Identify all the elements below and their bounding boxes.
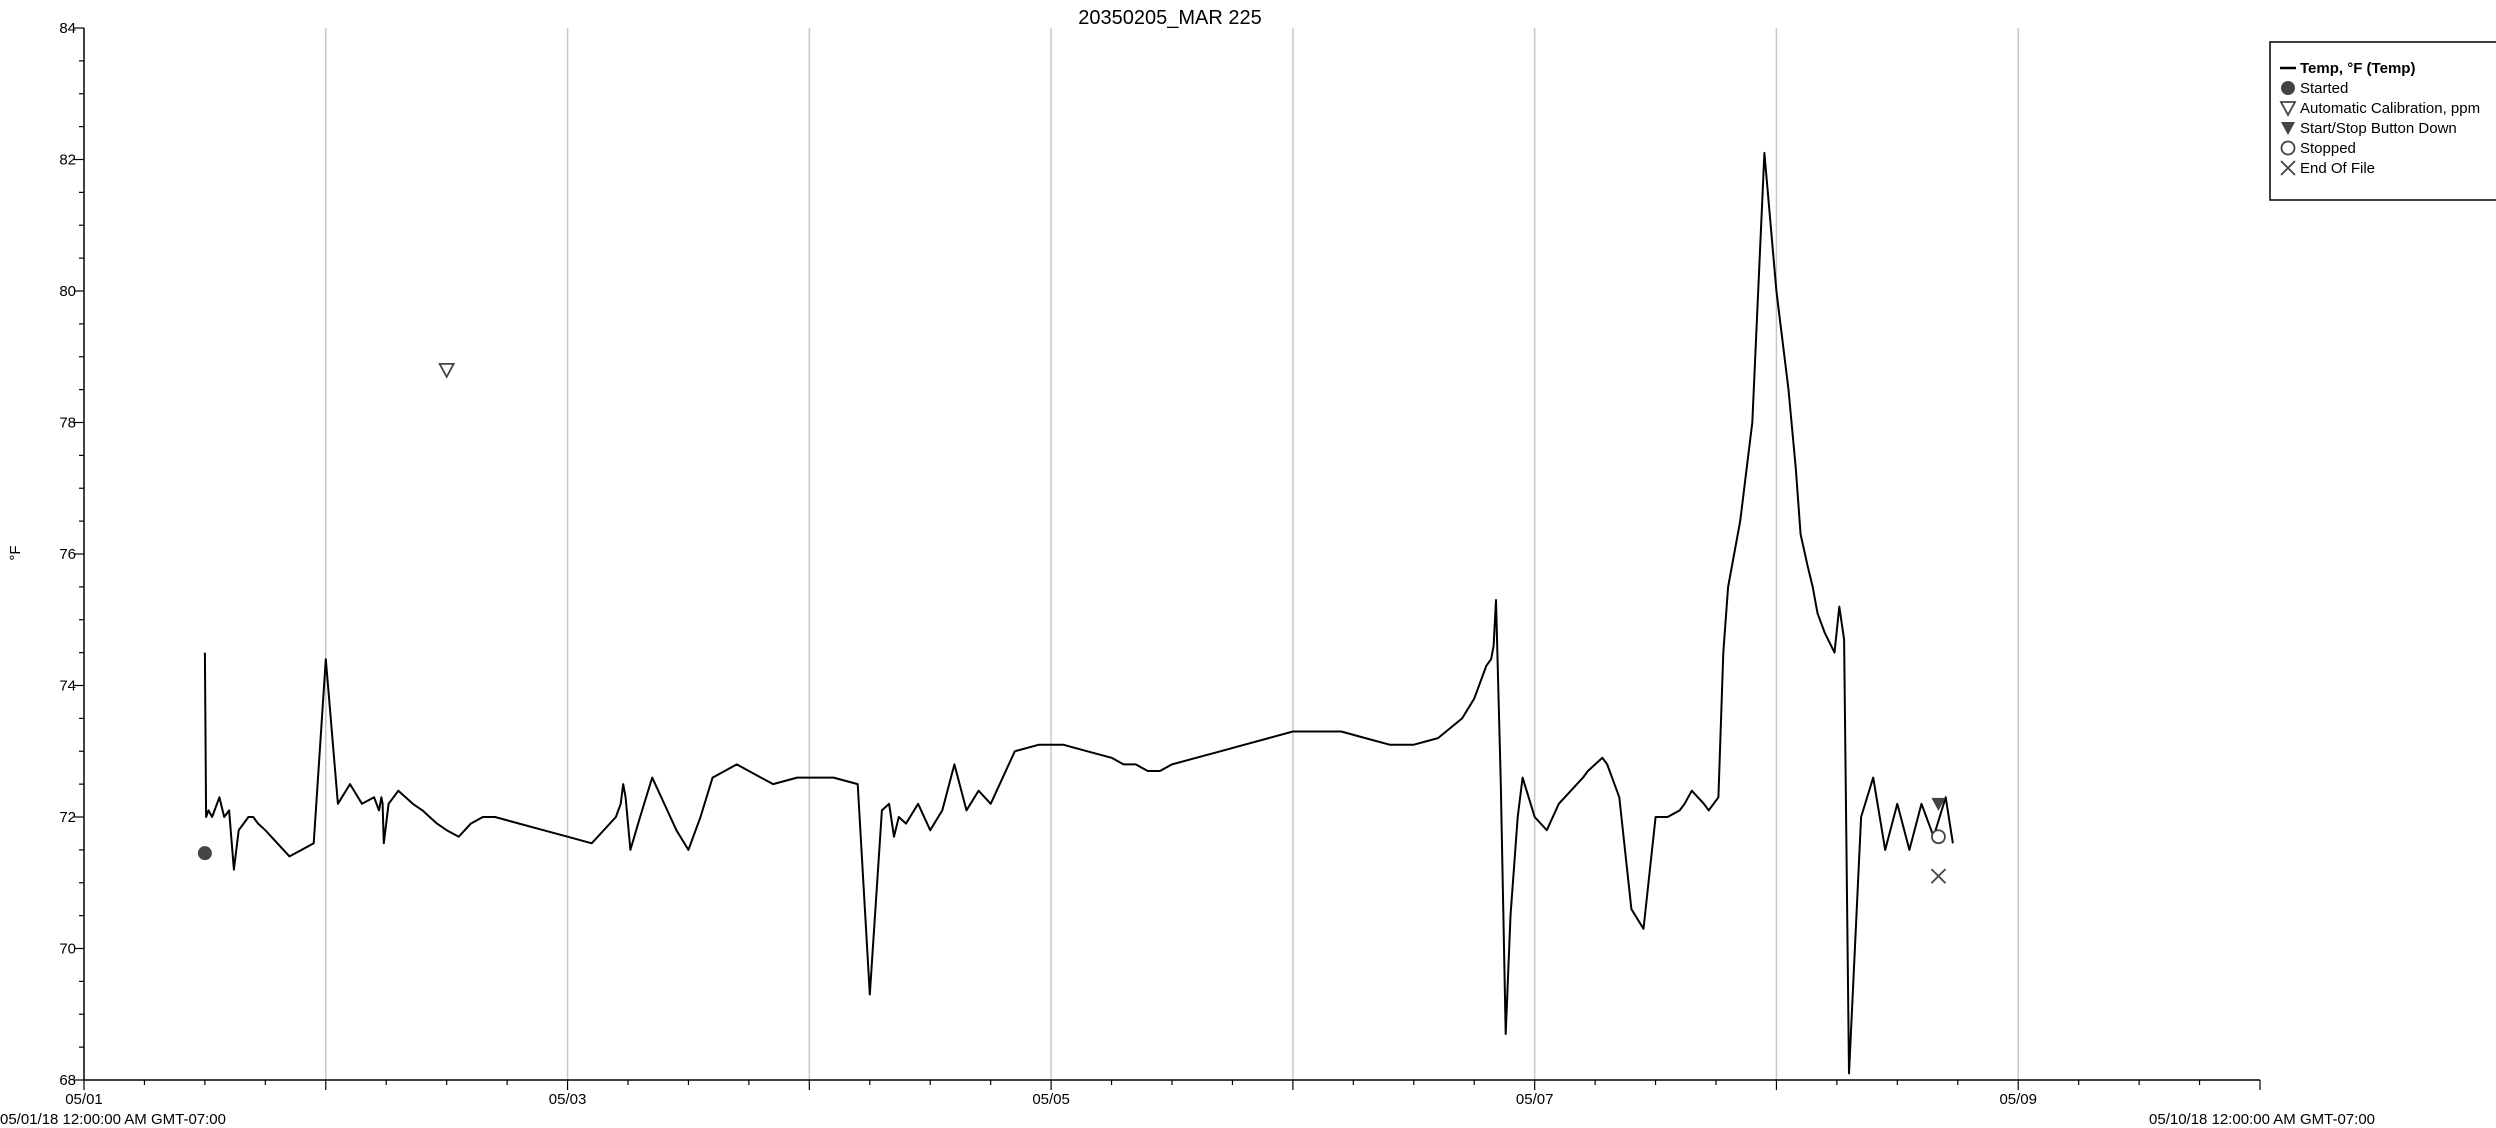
x-tick-label: 05/09 [1999,1091,2037,1108]
y-tick-label: 78 [59,415,76,432]
axes: 68 70 72 74 76 78 80 82 84 05/01 05/03 05/05 05/07 05… [59,20,2261,1108]
legend-entry-label: Started [2300,80,2348,97]
legend-entry-label: Temp, °F (Temp) [2300,60,2415,77]
y-tick-label: 70 [59,941,76,958]
event-marker [1931,797,1946,811]
event-marker [1930,868,1947,884]
legend-box [2269,41,2496,201]
y-tick-label: 80 [59,283,76,300]
temperature-series-line [203,151,1954,1075]
event-marker [438,362,456,379]
open-circle-icon [2280,140,2296,156]
legend-entry-label: Start/Stop Button Down [2300,120,2457,137]
event-marker [197,846,212,861]
x-tick-label: 05/01 [65,1091,103,1108]
legend-entry-label: Automatic Calibration, ppm [2300,100,2480,117]
series-layer [203,151,1954,1075]
x-tick-label: 05/03 [549,1091,587,1108]
legend-entry-label: End Of File [2300,160,2375,177]
y-tick-label: 72 [59,809,76,826]
gridlines [325,28,2019,1080]
y-tick-label: 84 [59,20,76,37]
x-tick-label: 05/07 [1516,1091,1554,1108]
y-tick-label: 82 [59,152,76,169]
x-tick-label: 05/05 [1032,1091,1070,1108]
open-down-triangle-icon [2279,101,2297,117]
y-tick-label: 68 [59,1072,76,1089]
filled-down-triangle-icon [2281,122,2295,135]
range-start-label: 05/01/18 12:00:00 AM GMT-07:00 [0,1111,226,1128]
y-tick-label: 74 [59,678,76,695]
event-marker [1931,829,1946,845]
y-axis-label: °F [7,545,24,560]
legend-entry-label: Stopped [2300,140,2356,157]
filled-circle-icon [2281,81,2295,95]
chart-title: 20350205_MAR 225 [1078,7,1261,29]
y-tick-label: 76 [59,546,76,563]
legend: Temp, °F (Temp) Started Automatic Calibrat… [2269,41,2496,201]
event-markers [197,362,1947,884]
range-end-label: 05/10/18 12:00:00 AM GMT-07:00 [2149,1111,2375,1128]
x-mark-icon [2280,160,2296,176]
